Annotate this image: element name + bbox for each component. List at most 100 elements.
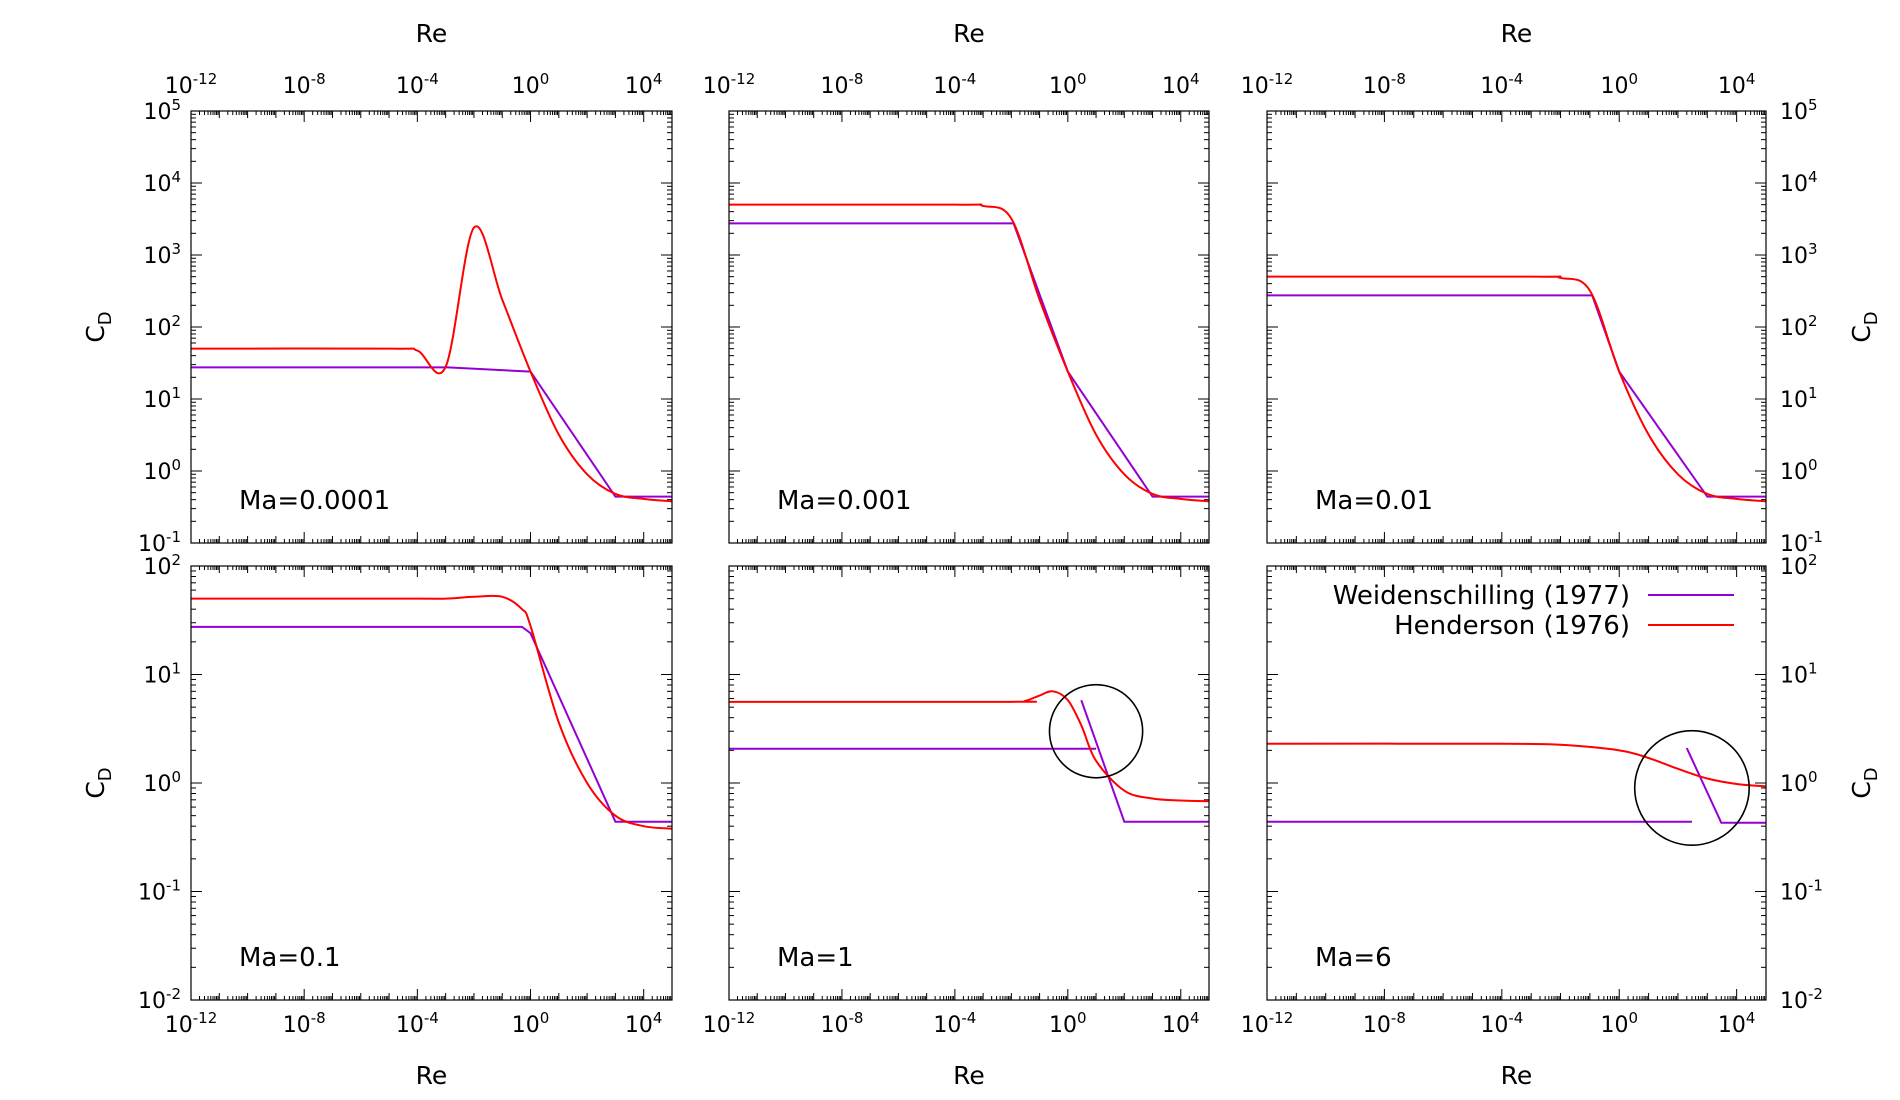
tick-base: 10 [1241,74,1269,99]
tick-exponent: 3 [171,240,181,258]
tick-exponent: 0 [1808,456,1818,474]
x-tick-label: 104 [1162,1009,1200,1038]
x-axis-title: Re [953,19,985,48]
x-tick-label: 100 [1600,1009,1638,1038]
tick-exponent: 2 [171,312,181,330]
tick-exponent: 4 [653,1009,663,1027]
tick-exponent: 5 [171,96,181,114]
tick-base: 10 [625,1013,653,1038]
y-axis-title-subscript: D [95,767,116,781]
tick-exponent: 1 [1808,384,1818,402]
tick-base: 10 [1718,74,1746,99]
series-group [729,203,1209,503]
tick-base: 10 [396,74,424,99]
tick-base: 10 [1780,388,1808,413]
tick-base: 10 [1780,772,1808,797]
tick-base: 10 [143,316,171,341]
henderson-line [1267,275,1766,503]
tick-exponent: -8 [848,70,863,88]
y-tick-label: 105 [1780,96,1818,125]
tick-base: 10 [143,555,171,580]
henderson-line [729,690,1209,803]
x-tick-label: 10-4 [396,70,439,99]
y-axis-title-main: C [81,781,110,798]
henderson-line [191,225,672,503]
tick-exponent: 2 [1808,551,1818,569]
y-axis-title: CD [81,767,116,798]
axis-ticks [728,565,1210,1001]
x-tick-label: 10-4 [933,1009,976,1038]
y-axis-title-subscript: D [1861,311,1882,325]
tick-exponent: -4 [961,70,976,88]
x-tick-label: 104 [1718,1009,1756,1038]
tick-exponent: -8 [848,1009,863,1027]
tick-exponent: -1 [166,877,181,895]
tick-exponent: -12 [193,70,218,88]
weidenschilling-line [1267,294,1766,498]
tick-base: 10 [933,74,961,99]
tick-base: 10 [143,772,171,797]
axis-ticks [190,565,673,1001]
tick-exponent: 0 [171,456,181,474]
x-tick-label: 10-4 [1480,70,1523,99]
tick-base: 10 [143,664,171,689]
x-tick-label: 10-12 [703,70,756,99]
tick-base: 10 [703,1013,731,1038]
x-tick-label: 10-8 [820,1009,863,1038]
x-tick-label: 100 [512,70,550,99]
tick-exponent: 4 [653,70,663,88]
panel-label: Ma=6 [1315,943,1392,973]
x-tick-label: 104 [625,1009,663,1038]
panel-label: Ma=0.001 [777,486,912,516]
tick-base: 10 [512,74,540,99]
highlight-circle [1048,683,1144,779]
tick-base: 10 [1780,244,1808,269]
y-tick-label: 101 [1780,384,1818,413]
tick-base: 10 [1480,74,1508,99]
tick-exponent: -1 [166,528,181,546]
tick-exponent: 0 [540,1009,550,1027]
tick-base: 10 [165,74,193,99]
y-tick-label: 10-2 [1780,985,1823,1014]
henderson-line [191,594,672,830]
x-tick-label: 10-12 [165,1009,218,1038]
tick-exponent: -2 [166,985,181,1003]
y-axis-title: CD [1847,311,1882,342]
axis-ticks [1266,565,1767,1001]
tick-base: 10 [1363,1013,1391,1038]
y-tick-label: 103 [1780,240,1818,269]
x-tick-label: 10-8 [283,1009,326,1038]
tick-exponent: 0 [1808,768,1818,786]
tick-exponent: 3 [1808,240,1818,258]
tick-exponent: -2 [1808,985,1823,1003]
tick-base: 10 [143,388,171,413]
x-axis-title: Re [416,19,448,48]
x-tick-label: 100 [1049,1009,1087,1038]
weidenschilling-line [1080,699,1209,823]
tick-base: 10 [283,74,311,99]
tick-exponent: 1 [171,660,181,678]
panel-ma-6: Ma=610-12 10-8 10-4 100 104Re10-210-11001011… [1241,551,1882,1090]
panel-frame [728,110,1210,544]
panel-frame [190,565,673,1001]
x-tick-label: 10-12 [703,1009,756,1038]
y-axis-title: CD [1847,767,1882,798]
x-tick-label: 10-12 [1241,1009,1294,1038]
x-tick-label: 100 [1049,70,1087,99]
x-axis-title: Re [1501,1061,1533,1090]
tick-base: 10 [1363,74,1391,99]
tick-base: 10 [165,1013,193,1038]
tick-exponent: -12 [1269,1009,1294,1027]
tick-exponent: 0 [1077,70,1087,88]
tick-exponent: -12 [731,70,756,88]
tick-base: 10 [1718,1013,1746,1038]
y-tick-label: 10-1 [138,528,181,557]
y-tick-label: 102 [143,551,181,580]
tick-exponent: 4 [171,168,181,186]
x-tick-label: 104 [625,70,663,99]
x-tick-label: 10-12 [165,70,218,99]
tick-base: 10 [1780,664,1808,689]
